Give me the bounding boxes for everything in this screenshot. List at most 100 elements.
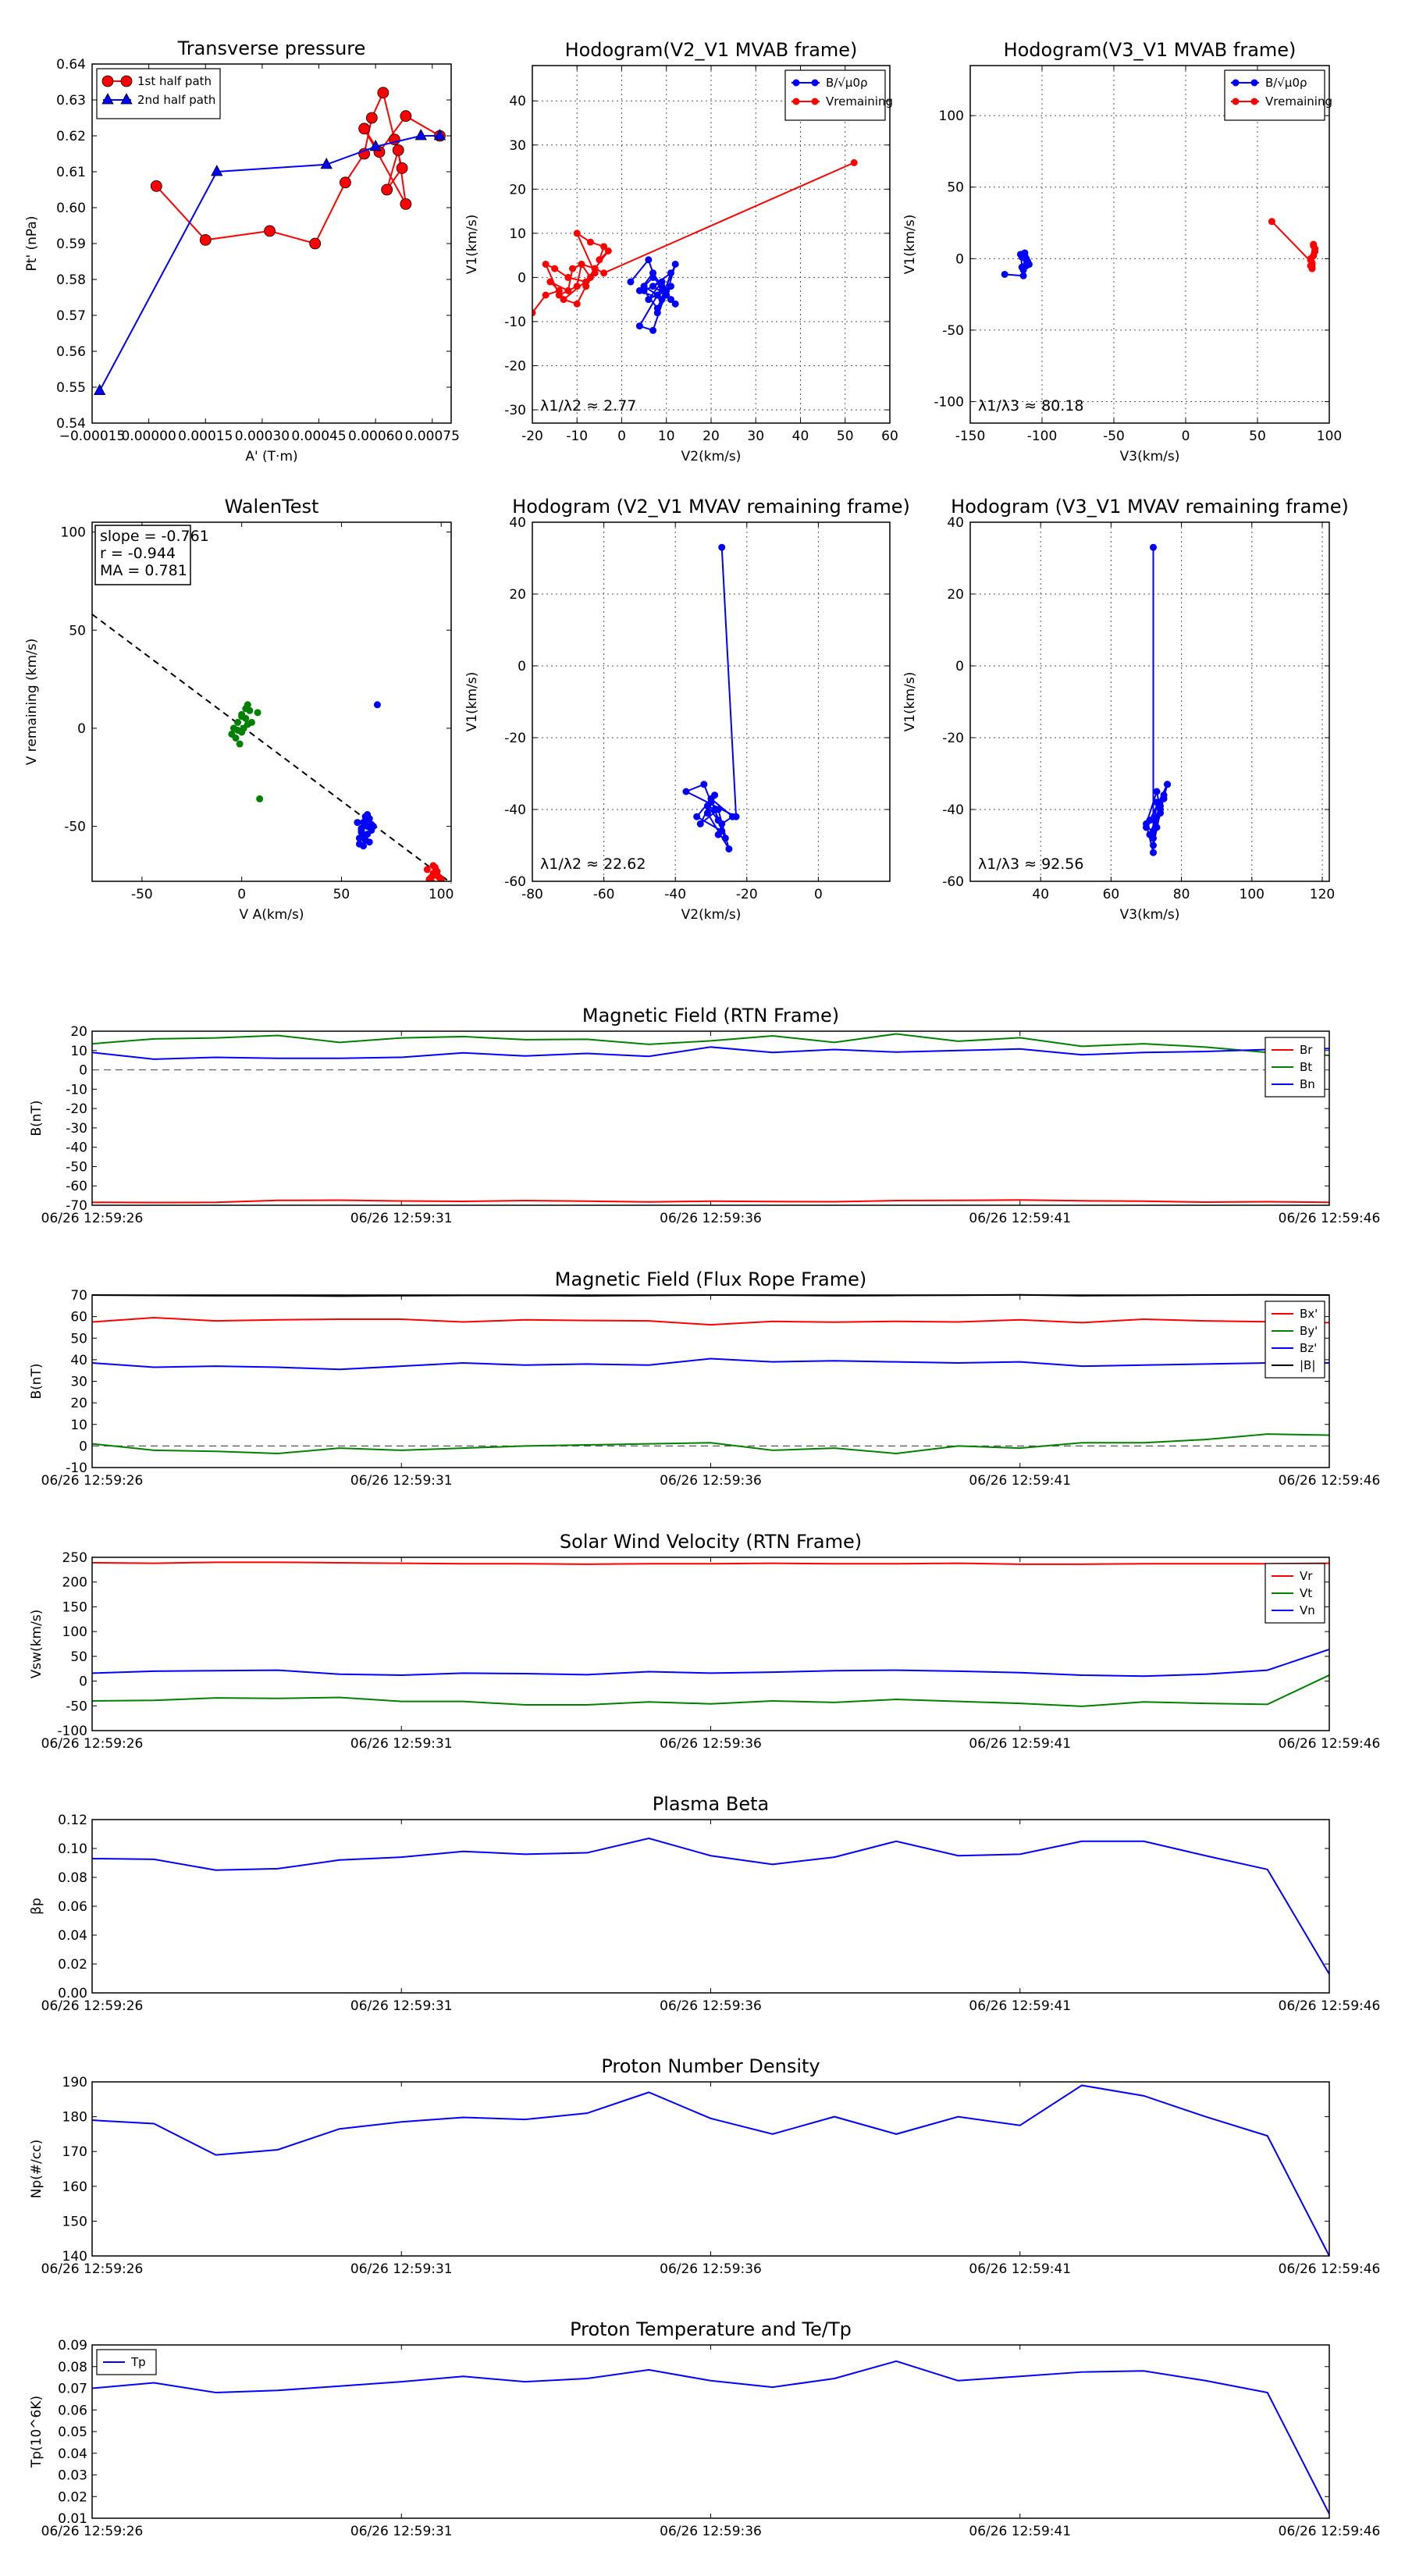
data-point [600,243,608,251]
series-line-Np [92,2084,1329,2257]
data-point [236,740,244,748]
legend-marker [101,75,114,87]
legend-entry: 1st half path [137,74,212,88]
series-line-Br [92,1199,1329,1204]
y-tick-label: 10 [70,1044,87,1059]
y-tick-label: 30 [70,1375,87,1390]
time-tick-label: 06/26 12:59:26 [41,2524,144,2539]
data-point [667,269,674,277]
y-tick-label: 50 [947,180,964,196]
time-tick-label: 06/26 12:59:36 [660,1998,762,2014]
x-tick-label: 40 [1032,887,1049,902]
y-tick-label: -40 [942,802,964,818]
walen-textbox-line: MA = 0.781 [100,562,187,579]
x-tick-label: 50 [333,887,350,902]
data-point [728,813,736,820]
data-point [1150,841,1158,849]
data-point [658,296,666,304]
y-tick-label: 0 [79,1439,87,1454]
y-tick-label: 40 [947,515,964,531]
x-tick-label: -20 [521,429,543,444]
axes-frame [91,1557,1330,1731]
legend-entry: 2nd half path [137,93,215,107]
legend-entry: B/√μ0ρ [1265,76,1307,90]
y-tick-label: 0.00 [58,1986,87,2001]
panel-tp2: 0.01 0.02 0.03 0.04 0.05 0.06 0.07 0.08 0.09 06/2… [29,2318,1380,2539]
data-point [667,283,674,290]
data-point [94,383,106,396]
time-tick-label: 06/26 12:59:26 [41,1473,144,1489]
x-tick-label: 0 [1182,429,1190,444]
data-point [247,718,255,726]
legend-entry: B/√μ0ρ [826,76,868,90]
time-tick-label: 06/26 12:59:26 [41,1211,144,1226]
series-line-Bn [92,1046,1329,1060]
data-point [414,129,427,141]
data-point [671,260,679,268]
data-point [564,273,572,281]
data-point [1024,259,1032,267]
plot-area [532,158,858,334]
y-tick-label: -40 [504,802,526,818]
x-tick-label: -10 [566,429,588,444]
data-point [573,283,581,290]
y-tick-label: 0.57 [56,308,86,324]
data-point [238,713,246,720]
y-tick-label: 100 [61,525,86,541]
walen-textbox [94,525,191,585]
panel-title: Magnetic Field (Flux Rope Frame) [555,1268,866,1290]
legend-marker [120,75,133,87]
y-tick-label: 0.58 [56,272,86,288]
y-tick-label: 0.05 [58,2425,87,2440]
data-point [569,265,577,272]
eigen-ratio-annotation: λ1/λ2 ≈ 2.77 [540,397,636,415]
plot-area [92,1838,1329,1975]
data-point [392,144,404,156]
data-point [1150,849,1158,856]
y-tick-label: 0.10 [58,1841,87,1857]
x-axis-label: A' (T·m) [245,449,297,464]
data-point [649,269,657,277]
legend: B/√μ0ρ Vremaining [784,69,893,121]
data-point [645,256,653,264]
legend-entry: Bz' [1300,1341,1317,1355]
x-tick-label: 120 [1310,887,1335,902]
x-tick-label: -100 [1027,429,1058,444]
panel-mag_rtn: -70 -60 -50 -40 -30 -20 -10 0 10 20 06/26 12:59:26… [29,1005,1380,1226]
time-tick-label: 06/26 12:59:46 [1279,1998,1381,2014]
legend-marker [792,98,800,105]
y-tick-label: -60 [504,874,526,890]
y-tick-label: 20 [70,1396,87,1411]
y-tick-label: -50 [66,1159,87,1175]
x-axis-label: V3(km/s) [1120,449,1180,464]
data-point [309,237,322,250]
data-point [586,238,594,246]
time-tick-label: 06/26 12:59:31 [350,1473,453,1489]
series-line-Vt [92,1674,1329,1707]
time-tick-label: 06/26 12:59:36 [660,1473,762,1489]
data-point [354,819,361,827]
data-point [596,256,603,264]
y-tick-label: 0.02 [58,2489,87,2505]
legend-entry: Tp [130,2355,146,2369]
y-tick-label: 60 [70,1310,87,1325]
data-point [320,157,333,169]
y-tick-label: -20 [504,731,526,746]
series-line-Vr [92,1561,1329,1565]
y-tick-label: 50 [69,623,86,639]
axes-frame [91,1294,1330,1468]
y-tick-label: 150 [62,1599,87,1615]
x-tick-label: -50 [1103,429,1125,444]
x-tick-label: 100 [429,887,454,902]
time-tick-label: 06/26 12:59:46 [1279,1211,1381,1226]
data-point [199,233,212,246]
x-axis-label: V A(km/s) [240,907,304,923]
panel-np: 140 150 160 170 180 190 06/26 12:59:26 06/26 12… [29,2055,1380,2277]
time-tick-label: 06/26 12:59:31 [350,1736,453,1752]
y-axis-label: Np(#/cc) [29,2140,44,2198]
y-axis-label: V1(km/s) [464,672,480,732]
y-tick-label: 0 [955,659,964,674]
